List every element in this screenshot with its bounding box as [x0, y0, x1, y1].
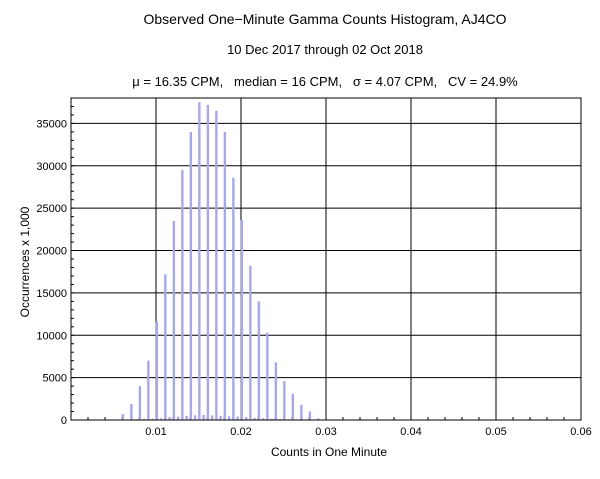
histogram-bar	[176, 416, 180, 420]
x-tick-labels: 0.01 0.02 0.03 0.04 0.05 0.06	[145, 426, 591, 438]
histogram-bar	[155, 321, 159, 420]
x-tick-label: 0.06	[570, 426, 591, 438]
chart-title: Observed One−Minute Gamma Counts Histogr…	[144, 11, 507, 27]
histogram-bar	[181, 170, 184, 420]
histogram-bar	[189, 131, 193, 420]
chart-stats-line: μ = 16.35 CPM, median = 16 CPM, σ = 4.07…	[132, 74, 518, 89]
histogram-bar	[210, 415, 214, 420]
y-tick-label: 5000	[43, 373, 67, 385]
x-tick-label: 0.05	[485, 426, 506, 438]
histogram-bar	[270, 418, 273, 420]
histogram-bar	[159, 418, 163, 420]
y-tick-label: 15000	[36, 288, 67, 300]
bars-layer	[121, 102, 320, 421]
x-axis-label: Counts in One Minute	[271, 445, 387, 459]
histogram-bar	[261, 418, 265, 420]
y-tick-label: 30000	[36, 161, 67, 173]
histogram-bar	[151, 418, 154, 420]
histogram-bar	[308, 411, 312, 420]
y-tick-label: 10000	[36, 330, 67, 342]
histogram-bar	[291, 393, 295, 420]
histogram-bar	[215, 110, 218, 421]
plot-frame	[70, 97, 582, 421]
histogram-bar	[278, 418, 282, 420]
histogram-bar	[266, 332, 269, 420]
chart-subtitle: 10 Dec 2017 through 02 Oct 2018	[227, 42, 423, 57]
histogram-bar	[317, 418, 320, 420]
x-tick-label: 0.02	[230, 426, 251, 438]
x-tick-label: 0.04	[400, 426, 421, 438]
histogram-bar	[253, 417, 256, 420]
histogram-bar	[257, 301, 261, 420]
x-tick-label: 0.01	[145, 426, 166, 438]
histogram-bar	[202, 414, 205, 420]
histogram-bar	[138, 386, 142, 420]
histogram-bar	[240, 220, 244, 420]
histogram-bar	[172, 220, 176, 420]
y-tick-label: 0	[61, 415, 67, 427]
histogram-bar	[142, 418, 146, 420]
histogram-bar	[121, 414, 125, 420]
histogram-bar	[232, 177, 235, 420]
histogram-bar	[283, 381, 286, 420]
histogram-bar	[244, 417, 248, 420]
histogram-bar	[206, 104, 210, 420]
histogram-bar	[300, 404, 303, 420]
histogram-bar	[219, 415, 222, 420]
y-tick-label: 35000	[36, 118, 67, 130]
histogram-bar	[193, 415, 197, 420]
y-axis-label: Occurrences x 1,000	[18, 206, 32, 317]
x-tick-label: 0.03	[315, 426, 336, 438]
histogram-bar	[168, 417, 171, 420]
histogram-bar	[147, 360, 150, 420]
y-tick-label: 25000	[36, 203, 67, 215]
histogram-bar	[130, 403, 133, 420]
histogram-bar	[198, 102, 201, 421]
histogram-bar	[236, 416, 239, 420]
y-tick-labels: 0 5000 10000 15000 20000 25000 30000 35000	[36, 118, 67, 427]
histogram-bar	[274, 362, 278, 420]
histogram-bar	[223, 131, 227, 420]
histogram-bar	[185, 415, 188, 420]
histogram-bar	[227, 416, 231, 420]
histogram-bar	[164, 274, 167, 420]
histogram-bar	[249, 265, 252, 420]
y-tick-label: 20000	[36, 246, 67, 258]
